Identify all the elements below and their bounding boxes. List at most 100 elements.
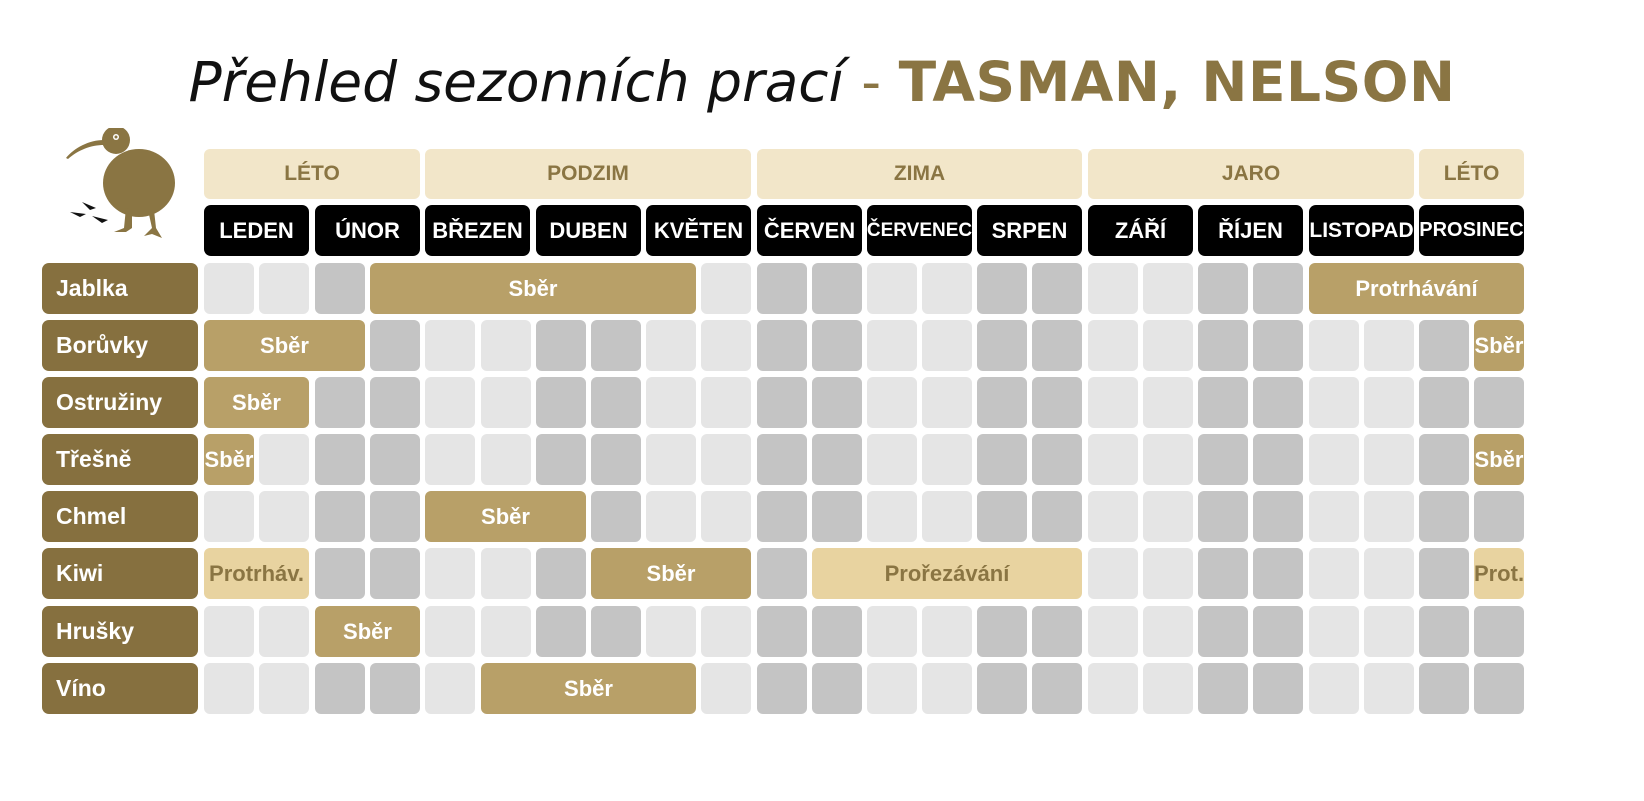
empty-cell: [481, 320, 531, 371]
empty-cell: [536, 320, 586, 371]
empty-cell: [1309, 606, 1359, 657]
month-header: ÚNOR: [315, 205, 420, 256]
empty-cell: [481, 377, 531, 428]
empty-cell: [425, 548, 475, 599]
crop-label: Kiwi: [42, 548, 198, 599]
month-header: ČERVENEC: [867, 205, 972, 256]
empty-cell: [922, 320, 972, 371]
crop-label: Chmel: [42, 491, 198, 542]
empty-cell: [977, 434, 1027, 485]
empty-cell: [1253, 320, 1303, 371]
empty-cell: [977, 263, 1027, 314]
empty-cell: [646, 491, 696, 542]
empty-cell: [1309, 320, 1359, 371]
empty-cell: [922, 377, 972, 428]
empty-cell: [1364, 434, 1414, 485]
empty-cell: [259, 434, 309, 485]
empty-cell: [1088, 491, 1138, 542]
month-header: ZÁŘÍ: [1088, 205, 1193, 256]
empty-cell: [204, 606, 254, 657]
empty-cell: [867, 606, 917, 657]
empty-cell: [701, 606, 751, 657]
empty-cell: [757, 491, 807, 542]
empty-cell: [757, 434, 807, 485]
title-region: TASMAN, NELSON: [898, 50, 1456, 114]
empty-cell: [1032, 606, 1082, 657]
empty-cell: [1364, 606, 1414, 657]
empty-cell: [204, 263, 254, 314]
empty-cell: [1032, 491, 1082, 542]
empty-cell: [1419, 377, 1469, 428]
empty-cell: [867, 263, 917, 314]
empty-cell: [867, 491, 917, 542]
empty-cell: [1253, 434, 1303, 485]
empty-cell: [370, 491, 420, 542]
month-header: LEDEN: [204, 205, 309, 256]
pruning-bar: Protrháv.: [204, 548, 309, 599]
crop-label: Třešně: [42, 434, 198, 485]
empty-cell: [757, 377, 807, 428]
empty-cell: [1309, 434, 1359, 485]
crop-label: Hrušky: [42, 606, 198, 657]
empty-cell: [701, 491, 751, 542]
empty-cell: [922, 434, 972, 485]
empty-cell: [259, 606, 309, 657]
harvest-bar: Sběr: [370, 263, 696, 314]
season-header: JARO: [1088, 149, 1414, 199]
empty-cell: [1364, 548, 1414, 599]
empty-cell: [701, 320, 751, 371]
empty-cell: [812, 320, 862, 371]
empty-cell: [1474, 663, 1524, 714]
empty-cell: [315, 263, 365, 314]
title-separator: -: [843, 50, 899, 114]
empty-cell: [591, 491, 641, 542]
season-header: LÉTO: [1419, 149, 1524, 199]
empty-cell: [1143, 548, 1193, 599]
empty-cell: [315, 548, 365, 599]
empty-cell: [1474, 491, 1524, 542]
empty-cell: [1198, 263, 1248, 314]
empty-cell: [1253, 548, 1303, 599]
season-header: LÉTO: [204, 149, 420, 199]
kiwi-bird-icon: [64, 126, 184, 252]
empty-cell: [646, 606, 696, 657]
empty-cell: [315, 434, 365, 485]
empty-cell: [1198, 491, 1248, 542]
harvest-bar: Protrhávání: [1309, 263, 1524, 314]
empty-cell: [1143, 434, 1193, 485]
crop-label: Ostružiny: [42, 377, 198, 428]
empty-cell: [1032, 377, 1082, 428]
empty-cell: [591, 606, 641, 657]
empty-cell: [812, 491, 862, 542]
harvest-bar: Sběr: [1474, 320, 1524, 371]
empty-cell: [259, 491, 309, 542]
empty-cell: [425, 377, 475, 428]
empty-cell: [481, 434, 531, 485]
empty-cell: [1419, 606, 1469, 657]
month-header: DUBEN: [536, 205, 641, 256]
month-header: ČERVEN: [757, 205, 862, 256]
empty-cell: [1309, 377, 1359, 428]
empty-cell: [536, 548, 586, 599]
empty-cell: [1419, 548, 1469, 599]
empty-cell: [1143, 491, 1193, 542]
empty-cell: [1198, 320, 1248, 371]
month-header: LISTOPAD: [1309, 205, 1414, 256]
empty-cell: [370, 434, 420, 485]
month-header: BŘEZEN: [425, 205, 530, 256]
empty-cell: [204, 491, 254, 542]
empty-cell: [1143, 320, 1193, 371]
empty-cell: [1088, 320, 1138, 371]
empty-cell: [1364, 320, 1414, 371]
empty-cell: [1474, 606, 1524, 657]
empty-cell: [701, 263, 751, 314]
empty-cell: [1419, 434, 1469, 485]
empty-cell: [1419, 491, 1469, 542]
empty-cell: [757, 663, 807, 714]
empty-cell: [536, 434, 586, 485]
empty-cell: [1253, 663, 1303, 714]
empty-cell: [1032, 263, 1082, 314]
empty-cell: [1143, 606, 1193, 657]
empty-cell: [701, 434, 751, 485]
empty-cell: [757, 263, 807, 314]
